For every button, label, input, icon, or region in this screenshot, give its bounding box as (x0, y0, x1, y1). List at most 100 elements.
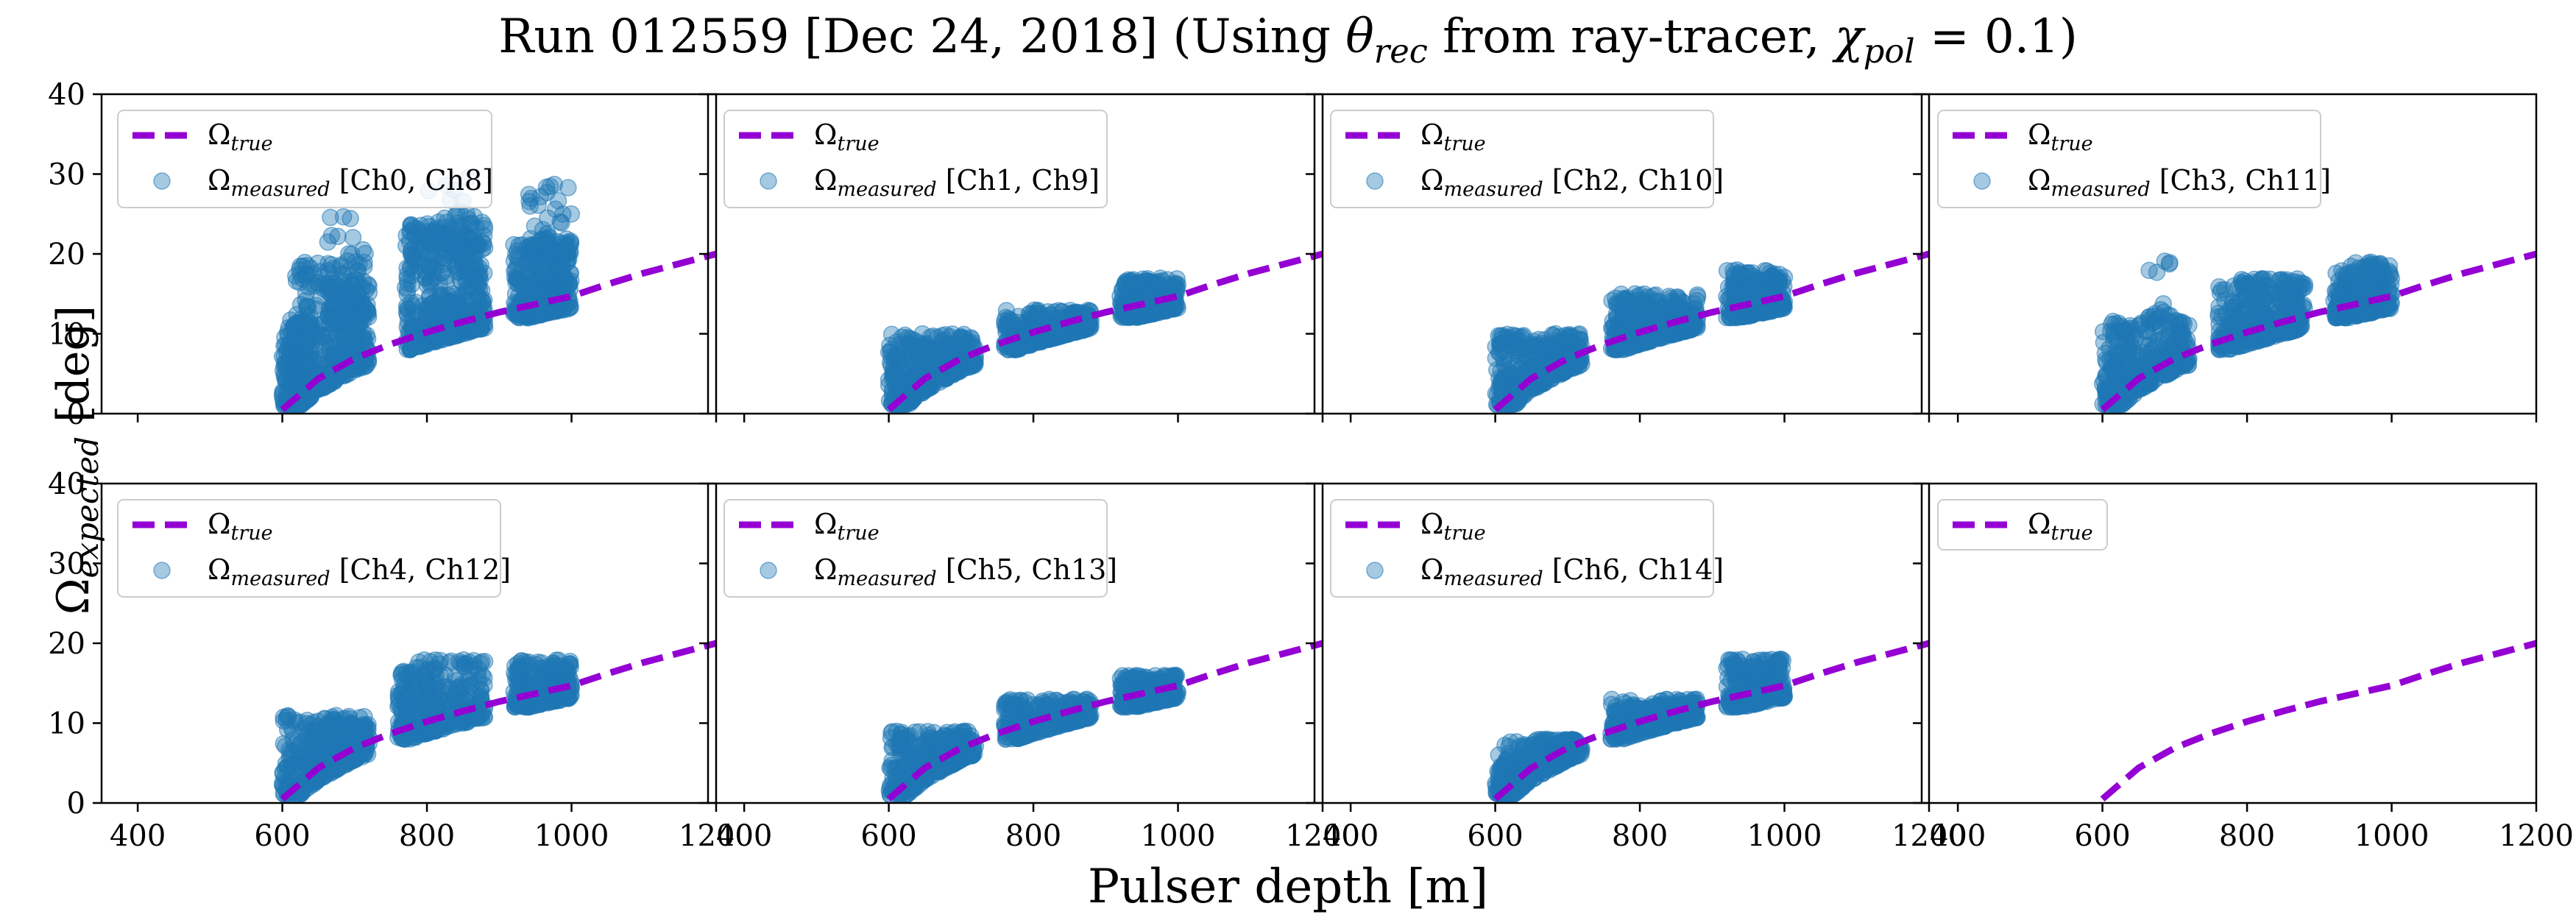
data-point (882, 325, 901, 344)
data-point (342, 210, 359, 227)
data-point (295, 314, 313, 333)
legend-measured-swatch (760, 172, 777, 190)
data-point (1673, 292, 1691, 311)
data-point (562, 235, 580, 253)
data-point (533, 232, 551, 250)
data-point (357, 744, 375, 762)
data-point (2156, 252, 2174, 270)
data-point (321, 341, 339, 358)
data-point (285, 361, 302, 379)
data-point (307, 743, 325, 761)
data-point (546, 200, 565, 219)
data-point (890, 372, 908, 390)
data-point (1530, 336, 1548, 354)
data-point (1158, 271, 1177, 289)
data-point (276, 737, 294, 755)
data-point (359, 353, 378, 372)
data-point (540, 303, 558, 321)
data-point (506, 261, 525, 279)
measured-points (274, 651, 581, 804)
data-point (324, 324, 342, 342)
data-point (355, 715, 373, 734)
data-point (944, 342, 963, 359)
data-point (960, 333, 977, 351)
y-tick-label: 20 (48, 238, 85, 272)
data-point (426, 235, 444, 252)
legend-measured-swatch (1366, 172, 1384, 190)
data-point (2342, 258, 2360, 275)
x-axis-label: Pulser depth [m] (1087, 860, 1489, 914)
subplot-5: 400 600 800 1000 1200010203040ΩtrueΩmeasured… (48, 467, 754, 853)
data-point (2217, 305, 2235, 323)
y-tick-label: 10 (48, 318, 85, 352)
data-point (2098, 354, 2115, 372)
data-point (2247, 296, 2265, 314)
data-point (1554, 333, 1572, 351)
data-point (398, 285, 416, 303)
data-point (1769, 272, 1787, 290)
data-point (291, 257, 309, 275)
data-point (882, 343, 899, 361)
y-tick-label: 30 (48, 158, 85, 192)
data-point (1492, 374, 1510, 392)
data-point (2382, 276, 2400, 294)
data-point (2292, 274, 2310, 291)
data-point (1126, 283, 1144, 302)
data-point (402, 258, 420, 276)
data-point (2159, 306, 2177, 325)
data-point (1129, 308, 1147, 326)
data-point (411, 222, 429, 241)
data-point (2346, 278, 2364, 296)
data-point (1679, 322, 1697, 339)
data-point (302, 716, 320, 734)
data-point (2115, 323, 2134, 341)
y-tick-label: 40 (48, 78, 85, 112)
data-point (307, 325, 325, 343)
data-point (459, 216, 478, 234)
measured-points (1487, 261, 1794, 414)
data-point (325, 300, 344, 318)
data-point (334, 265, 353, 283)
data-point (342, 300, 360, 317)
measured-points (880, 269, 1187, 414)
data-point (274, 765, 292, 782)
data-point (2329, 308, 2346, 327)
data-point (2104, 375, 2123, 393)
figure-title: Run 012559 [Dec 24, 2018] (Using θrec fr… (498, 10, 2078, 71)
legend-measured-swatch (1973, 172, 1991, 190)
data-point (2329, 281, 2348, 299)
data-point (1494, 350, 1512, 368)
data-point (1688, 291, 1706, 310)
data-point (529, 197, 547, 214)
data-point (470, 269, 488, 287)
data-point (509, 275, 527, 293)
data-point (284, 333, 302, 351)
legend-measured-swatch (153, 172, 171, 190)
data-point (319, 276, 336, 294)
data-point (541, 274, 559, 292)
data-point (453, 274, 470, 291)
data-point (334, 721, 353, 738)
data-point (311, 355, 328, 372)
data-point (457, 291, 475, 309)
data-point (433, 264, 450, 282)
data-point (322, 208, 339, 227)
data-point (343, 245, 361, 263)
data-point (2367, 265, 2385, 283)
y-tick-label: 0 (67, 397, 85, 431)
data-point (1646, 293, 1664, 311)
data-point (2140, 308, 2158, 327)
data-point (909, 342, 927, 359)
data-point (474, 293, 492, 311)
data-point (329, 227, 347, 245)
data-point (1491, 327, 1510, 345)
